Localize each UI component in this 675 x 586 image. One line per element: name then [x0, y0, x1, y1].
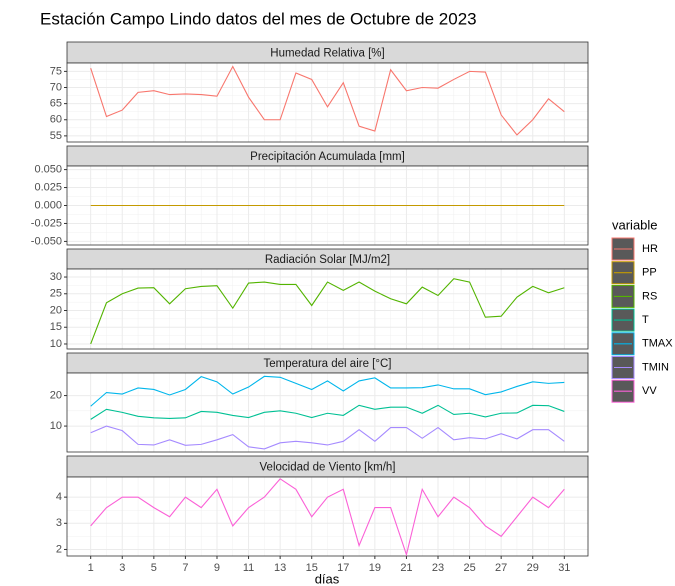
panel-border: [66, 268, 589, 350]
y-tick-label: 60: [50, 114, 62, 126]
x-tick-label: 25: [463, 562, 475, 574]
y-tick-label: 25: [50, 288, 62, 300]
y-tick-label: 0.050: [34, 163, 62, 175]
panel-border: [66, 372, 589, 453]
series-line: [90, 478, 565, 557]
y-tick-label: 30: [50, 271, 62, 283]
facet-title: Humedad Relativa [%]: [270, 48, 384, 60]
facet-title: Temperatura del aire [°C]: [264, 358, 392, 370]
x-axis-label: días: [315, 571, 340, 586]
panel-border: [66, 62, 589, 143]
x-tick-label: 13: [274, 562, 286, 574]
y-tick-label: 0.000: [34, 199, 62, 211]
facet-title: Velocidad de Viento [km/h]: [260, 462, 396, 474]
series-line: [90, 278, 565, 345]
legend-label: HR: [642, 243, 658, 255]
x-tick-label: 21: [400, 562, 412, 574]
facet-title: Radiación Solar [MJ/m2]: [265, 254, 390, 266]
series-line: [90, 375, 565, 407]
y-tick-label: 10: [50, 420, 62, 432]
y-tick-label: 2: [56, 543, 62, 555]
x-tick-label: 7: [182, 562, 188, 574]
y-tick-label: 3: [56, 517, 62, 529]
x-tick-label: 1: [88, 562, 94, 574]
panel-border: [66, 476, 589, 557]
y-tick-label: 0.025: [34, 181, 62, 193]
x-tick-label: 23: [432, 562, 444, 574]
y-tick-label: 70: [50, 81, 62, 93]
x-tick-label: 19: [369, 562, 381, 574]
legend-label: VV: [642, 385, 657, 397]
y-tick-label: 75: [50, 65, 62, 77]
x-tick-label: 9: [214, 562, 220, 574]
x-tick-label: 17: [337, 562, 349, 574]
x-tick-label: 31: [558, 562, 570, 574]
y-tick-label: 55: [50, 130, 62, 142]
y-tick-label: 10: [50, 338, 62, 350]
x-tick-label: 15: [306, 562, 318, 574]
legend-title: variable: [612, 217, 658, 232]
y-tick-label: -0.025: [31, 217, 62, 229]
y-tick-label: 65: [50, 98, 62, 110]
y-tick-label: 15: [50, 321, 62, 333]
x-tick-label: 27: [495, 562, 507, 574]
x-tick-label: 29: [527, 562, 539, 574]
legend-label: TMIN: [642, 361, 669, 373]
series-line: [90, 65, 565, 136]
legend-label: T: [642, 314, 649, 326]
y-tick-label: 4: [56, 491, 62, 503]
panel-border: [66, 165, 589, 246]
legend-label: RS: [642, 290, 657, 302]
x-tick-label: 3: [119, 562, 125, 574]
y-tick-label: 20: [50, 389, 62, 401]
chart-title: Estación Campo Lindo datos del mes de Oc…: [40, 9, 477, 28]
series-line: [90, 425, 565, 450]
facet-title: Precipitación Acumulada [mm]: [250, 151, 405, 163]
legend-label: PP: [642, 267, 657, 279]
y-tick-label: -0.050: [31, 235, 62, 247]
y-tick-label: 20: [50, 304, 62, 316]
legend-label: TMAX: [642, 338, 673, 350]
x-tick-label: 11: [243, 562, 254, 574]
series-line: [90, 404, 565, 420]
x-tick-label: 5: [151, 562, 157, 574]
